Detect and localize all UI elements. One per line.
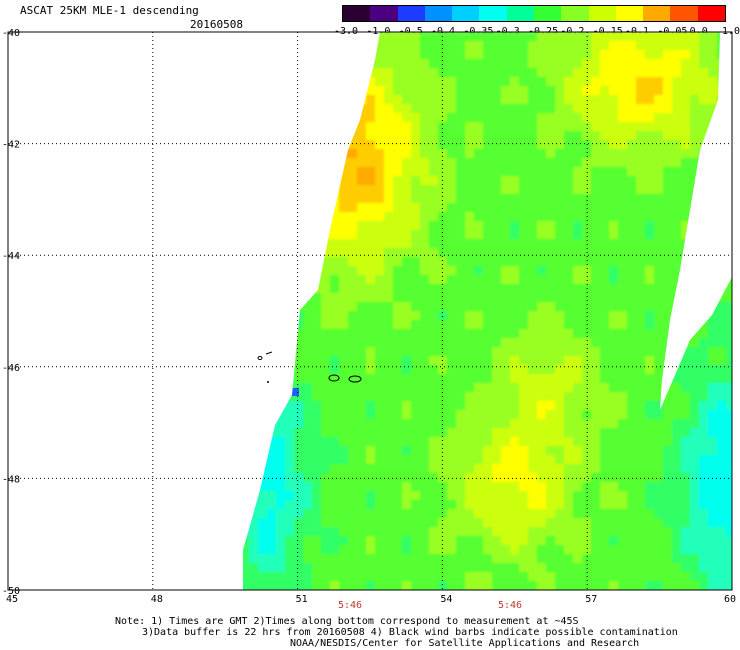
product-date: 20160508 xyxy=(190,18,243,31)
colorbar-swatch xyxy=(479,6,507,21)
lon-label: 57 xyxy=(585,594,597,605)
lat-label: -44 xyxy=(2,251,20,262)
lat-label: -40 xyxy=(2,28,20,39)
colorbar-swatch xyxy=(424,6,453,21)
island-outline xyxy=(328,374,340,382)
island-dot xyxy=(267,381,269,383)
colorbar-swatch xyxy=(397,6,425,21)
wind-swath xyxy=(243,32,732,590)
island-outline xyxy=(257,356,263,360)
lon-label: 51 xyxy=(296,594,308,605)
product-title: ASCAT 25KM MLE-1 descending xyxy=(20,4,199,17)
lon-label: 54 xyxy=(440,594,452,605)
note-line-2: 3)Data buffer is 22 hrs from 20160508 4)… xyxy=(142,627,678,638)
colorbar-swatch xyxy=(370,6,398,21)
colorbar-swatch xyxy=(670,6,698,21)
lon-label: 60 xyxy=(724,594,736,605)
map-frame xyxy=(7,31,733,591)
colorbar-swatch xyxy=(533,6,562,21)
note-line-1: Note: 1) Times are GMT 2)Times along bot… xyxy=(115,616,579,627)
lon-label: 48 xyxy=(151,594,163,605)
colorbar-swatch xyxy=(588,6,616,21)
lat-label: -48 xyxy=(2,474,20,485)
colorbar-swatch xyxy=(343,6,371,21)
colorbar-swatch xyxy=(643,6,671,21)
axis-labels: 45 48 51 54 57 60 -40 -42 -44 -46 -48 -50 xyxy=(2,28,736,605)
island-outline xyxy=(348,375,362,383)
colorbar-swatch xyxy=(506,6,534,21)
graticule xyxy=(8,32,732,590)
colorbar-swatch xyxy=(697,6,725,21)
lat-label: -42 xyxy=(2,140,20,151)
colorbar-swatch xyxy=(615,6,644,21)
colorbar xyxy=(342,5,726,22)
swath-time-2: 5:46 xyxy=(498,600,523,611)
note-line-3: NOAA/NESDIS/Center for Satellite Applica… xyxy=(290,638,640,649)
wind-barb xyxy=(265,351,273,355)
lon-label: 45 xyxy=(6,594,18,605)
colorbar-swatch xyxy=(452,6,480,21)
colorbar-swatch xyxy=(561,6,589,21)
lat-label: -50 xyxy=(2,586,20,597)
swath-time-1: 5:46 xyxy=(338,600,363,611)
lat-label: -46 xyxy=(2,363,20,374)
